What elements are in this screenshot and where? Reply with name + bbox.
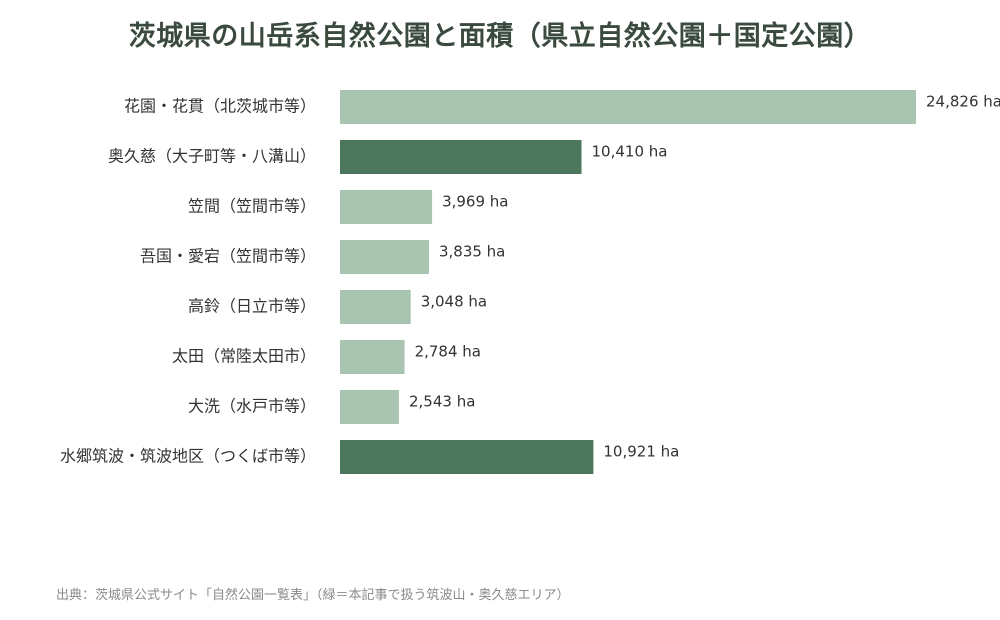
bar <box>340 90 916 124</box>
category-label: 高鈴（日立市等） <box>188 297 316 316</box>
category-label: 奥久慈（大子町等・八溝山） <box>108 147 316 166</box>
bar <box>340 140 582 174</box>
value-label: 3,969 ha <box>442 193 508 211</box>
value-label: 3,835 ha <box>439 243 505 261</box>
bar <box>340 190 433 224</box>
value-label: 2,784 ha <box>415 343 481 361</box>
category-label: 水郷筑波・筑波地区（つくば市等） <box>60 447 316 466</box>
bar <box>340 290 411 324</box>
source-note: 出典：茨城県公式サイト「自然公園一覧表」（緑＝本記事で扱う筑波山・奥久慈エリア） <box>56 588 570 603</box>
bar <box>340 240 429 274</box>
category-label: 吾国・愛宕（笠間市等） <box>140 247 316 266</box>
value-label: 2,543 ha <box>409 393 475 411</box>
value-label: 10,410 ha <box>592 143 668 161</box>
category-label: 太田（常陸太田市） <box>172 347 316 366</box>
chart-title: 茨城県の山岳系自然公園と面積（県立自然公園＋国定公園） <box>128 21 872 52</box>
category-label: 大洗（水戸市等） <box>188 397 316 416</box>
category-label: 花園・花貫（北茨城市等） <box>124 97 316 116</box>
value-label: 24,826 ha <box>926 93 1000 111</box>
value-label: 3,048 ha <box>421 293 487 311</box>
value-label: 10,921 ha <box>603 443 679 461</box>
bars-layer: 花園・花貫（北茨城市等） 24,826 ha 奥久慈（大子町等・八溝山） 10,410… <box>60 90 1000 474</box>
bar <box>340 440 594 474</box>
bar <box>340 390 400 424</box>
category-label: 笠間（笠間市等） <box>188 197 316 216</box>
bar <box>340 340 405 374</box>
